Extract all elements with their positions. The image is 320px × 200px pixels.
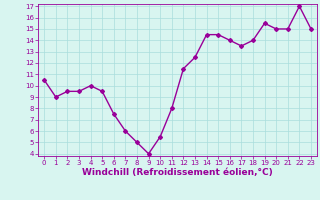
X-axis label: Windchill (Refroidissement éolien,°C): Windchill (Refroidissement éolien,°C) — [82, 168, 273, 177]
